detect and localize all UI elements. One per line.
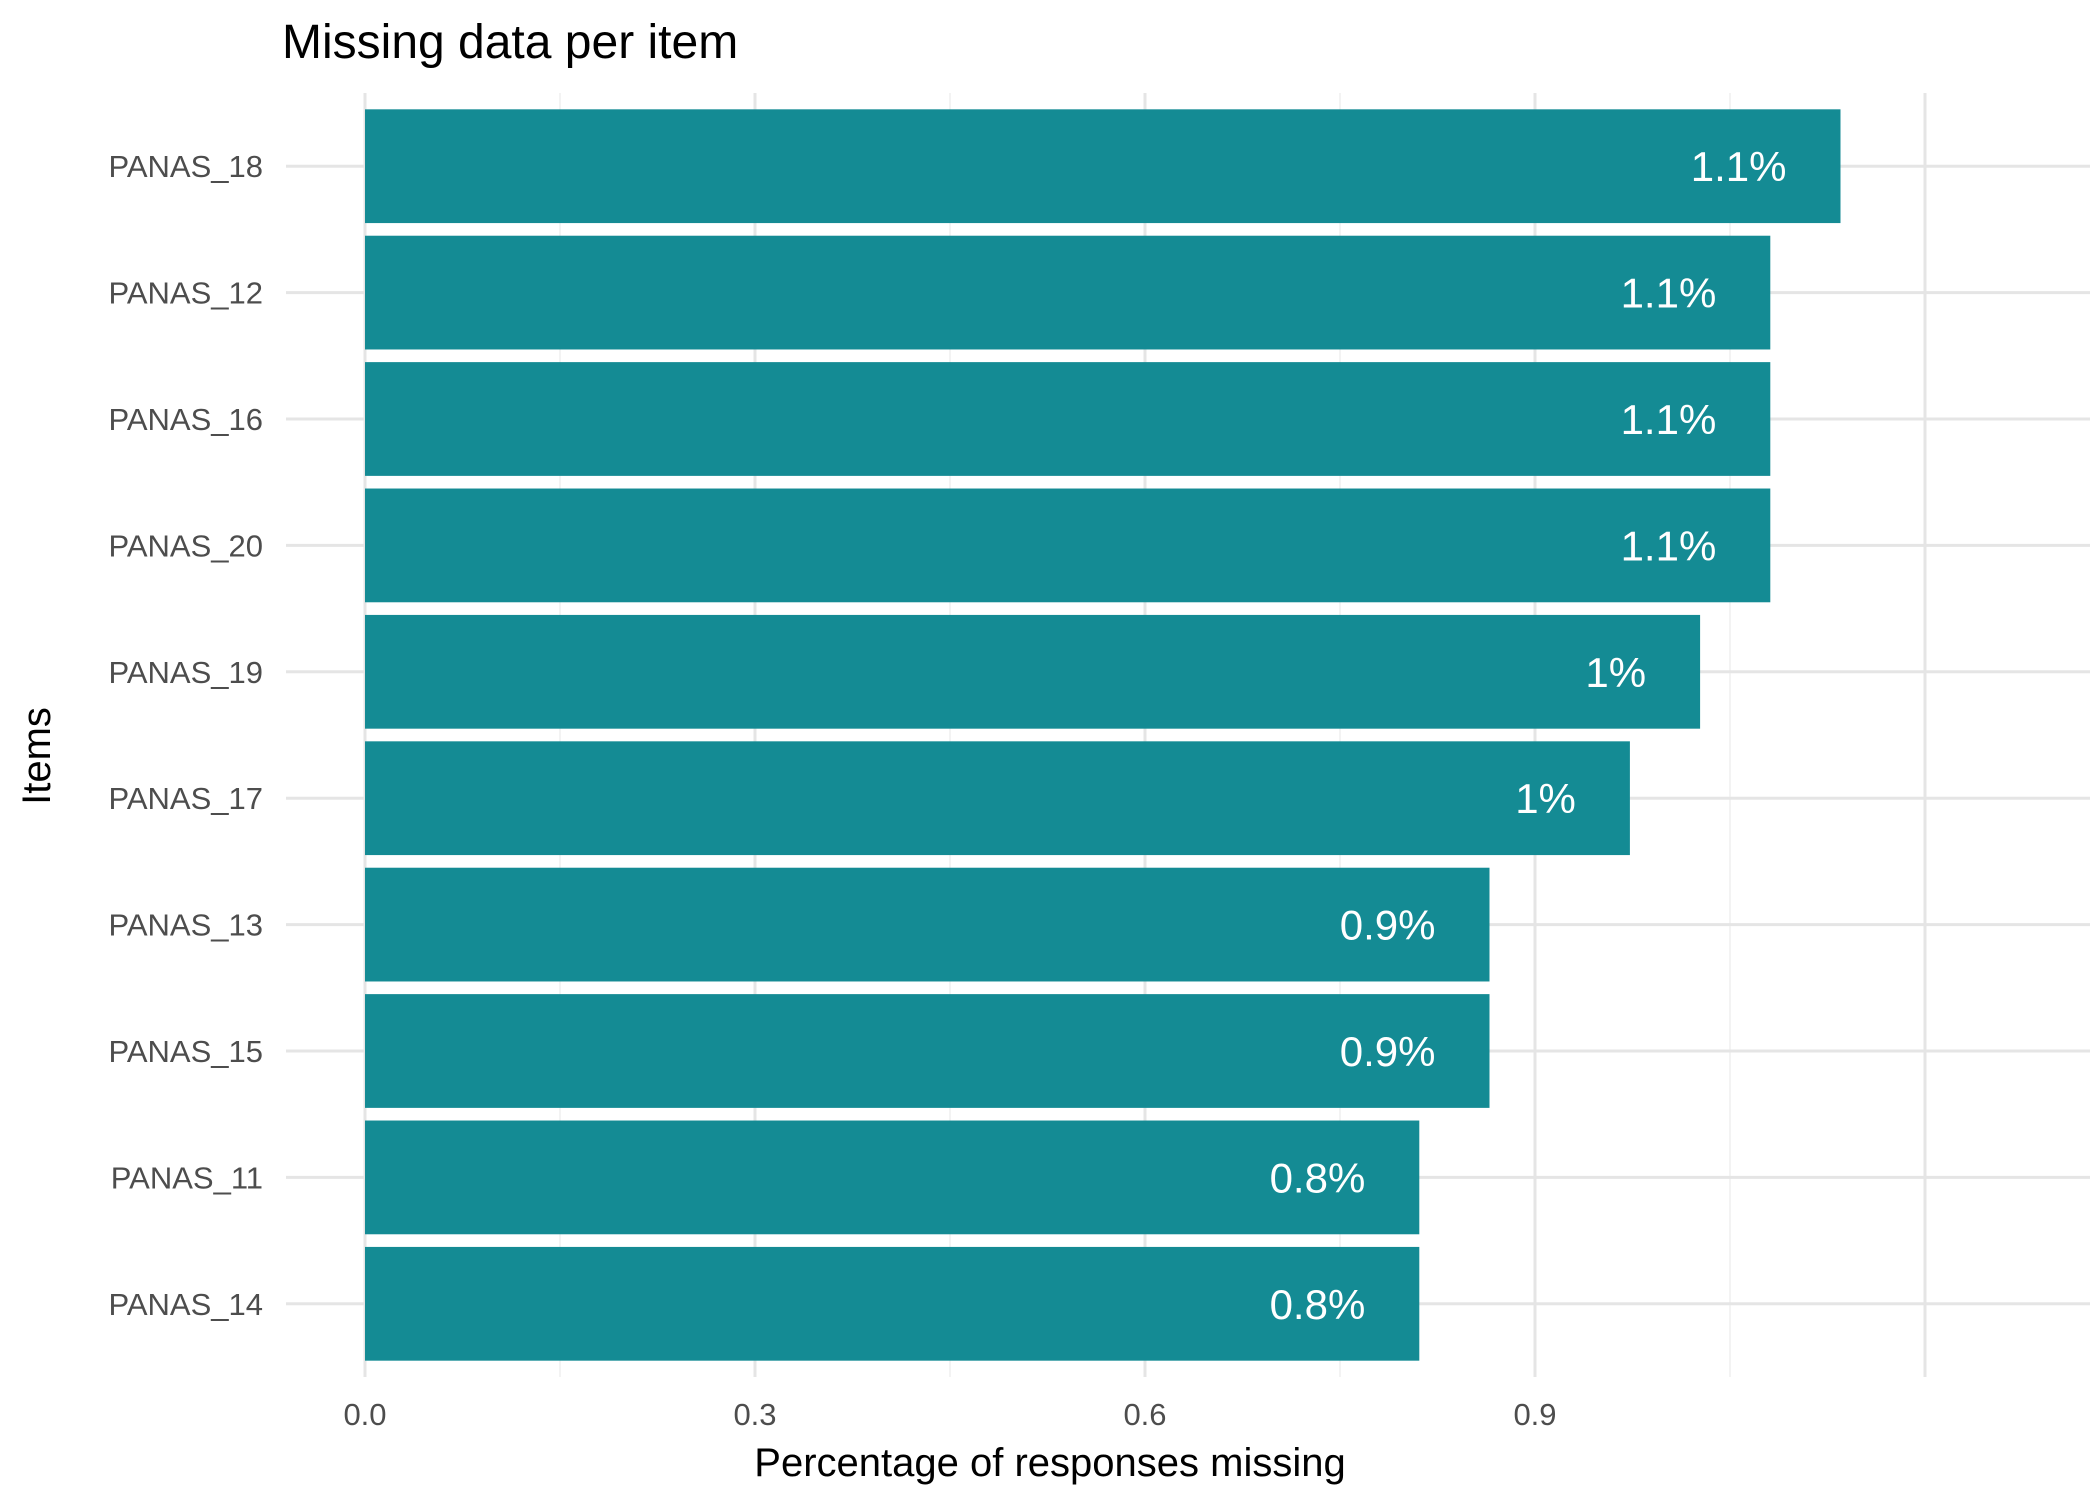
bar-panas-17 (365, 741, 1630, 856)
x-tick-label: 0.3 (733, 1397, 776, 1432)
bar-panas-11 (365, 1120, 1420, 1235)
bar-panas-12 (365, 235, 1771, 350)
y-tick-label: PANAS_11 (111, 1160, 263, 1195)
y-axis-tick-labels: PANAS_18 PANAS_12 PANAS_16 PANAS_20 PANAS_19… (108, 149, 263, 1322)
bar-panas-20 (365, 488, 1771, 603)
bar-value-label: 1.1% (1621, 270, 1717, 317)
y-tick-label: PANAS_15 (108, 1034, 263, 1069)
y-tick-label: PANAS_16 (108, 402, 263, 437)
y-tick-label: PANAS_19 (108, 655, 263, 690)
bar-value-label: 0.9% (1340, 1028, 1436, 1075)
bar-panas-16 (365, 362, 1771, 476)
bar-value-label: 1.1% (1621, 522, 1717, 569)
bar-value-label: 0.8% (1270, 1154, 1366, 1201)
x-axis-title: Percentage of responses missing (754, 1441, 1345, 1485)
bar-value-label: 0.9% (1340, 902, 1436, 949)
bar-value-label: 1.1% (1691, 143, 1787, 190)
y-tick-label: PANAS_13 (108, 908, 263, 943)
bar-value-labels: 1.1% 1.1% 1.1% 1.1% 1% 1% 0.9% 0.9% 0.8% 0.8% (1270, 143, 1787, 1328)
chart-title: Missing data per item (282, 16, 738, 69)
y-tick-label: PANAS_17 (108, 781, 263, 816)
x-tick-label: 0.0 (343, 1397, 386, 1432)
x-tick-label: 0.9 (1513, 1397, 1556, 1432)
bar-value-label: 1.1% (1621, 396, 1717, 443)
bar-value-label: 1% (1585, 649, 1646, 696)
bars (365, 109, 1841, 1361)
bar-value-label: 0.8% (1270, 1281, 1366, 1328)
bar-panas-15 (365, 994, 1490, 1108)
bar-panas-14 (365, 1246, 1420, 1361)
x-tick-label: 0.6 (1123, 1397, 1166, 1432)
bar-panas-13 (365, 867, 1490, 982)
y-tick-label: PANAS_20 (108, 528, 263, 563)
y-axis-title: Items (15, 707, 59, 805)
bar-value-label: 1% (1515, 775, 1576, 822)
x-axis-tick-labels: 0.0 0.3 0.6 0.9 (343, 1397, 1556, 1432)
y-tick-label: PANAS_18 (108, 149, 263, 184)
y-tick-label: PANAS_12 (108, 276, 263, 311)
y-tick-label: PANAS_14 (108, 1287, 263, 1322)
bar-panas-18 (365, 109, 1841, 224)
bar-panas-19 (365, 614, 1701, 729)
